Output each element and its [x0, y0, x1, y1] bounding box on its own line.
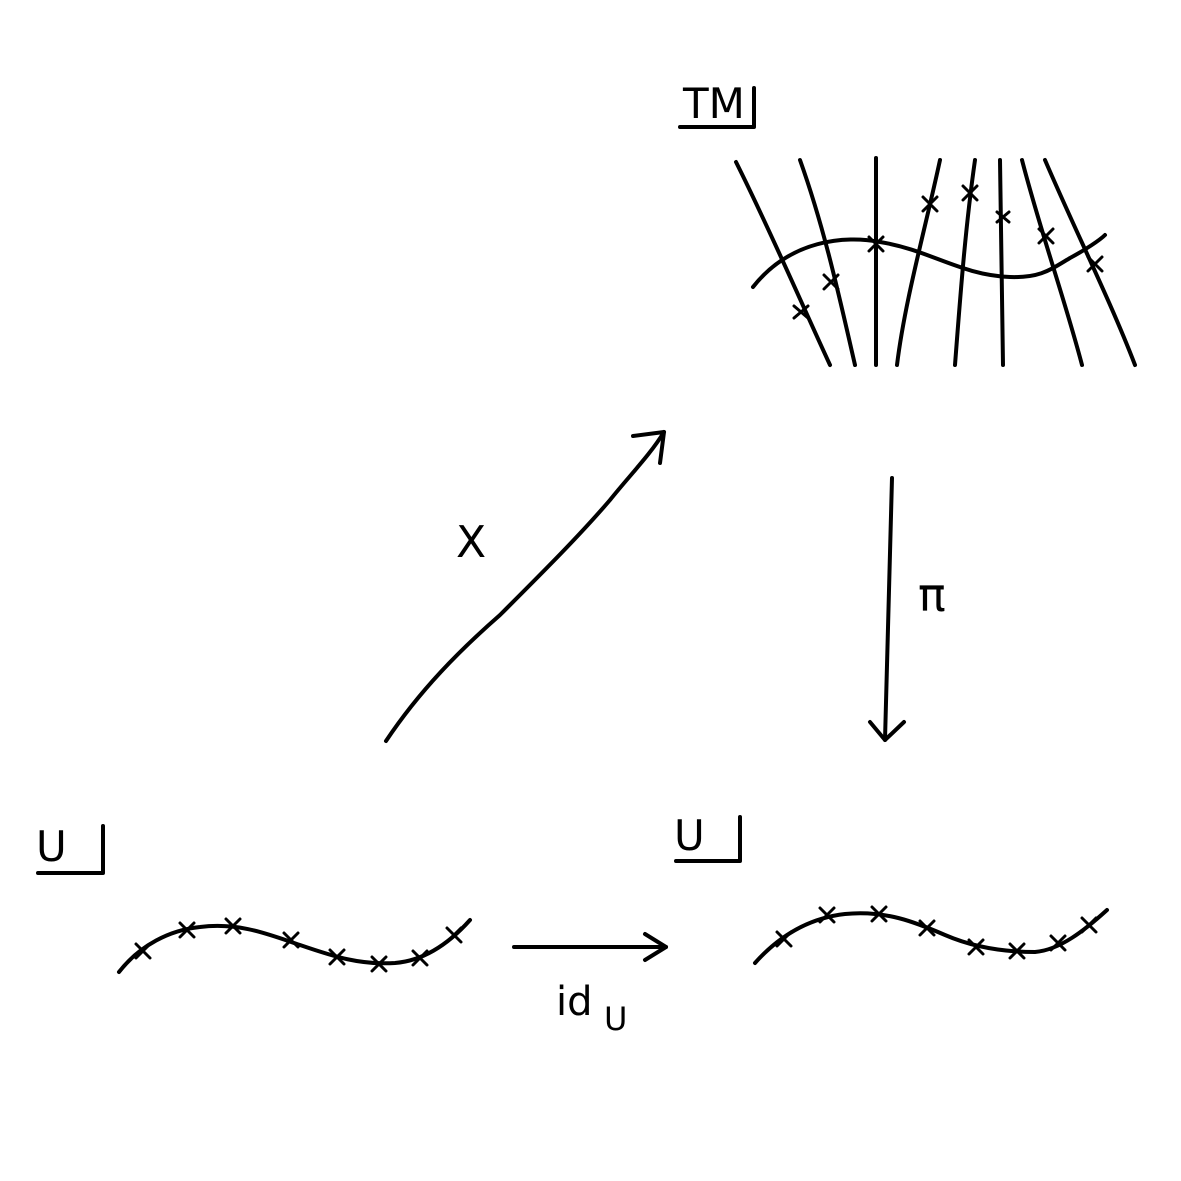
left-u-label: U: [36, 822, 105, 875]
identity-arrow-subscript: U: [604, 1000, 627, 1038]
tm-label: TM: [678, 79, 756, 129]
tm-label-text: TM: [682, 79, 745, 128]
left-mark-5: [328, 948, 346, 966]
section-arrow-label: X: [456, 517, 486, 568]
right-u-label-corner: [674, 815, 742, 863]
identity-arrow-head: [643, 932, 668, 962]
projection-arrow-label: π: [918, 568, 946, 622]
right-mark-6: [1008, 942, 1026, 960]
identity-arrow: id U: [512, 932, 668, 1038]
tangent-bundle-fibers: [734, 156, 1137, 367]
right-mark-5: [967, 938, 985, 956]
right-mark-4: [918, 919, 936, 937]
projection-arrow: π: [868, 476, 946, 742]
fiber-8: [1043, 158, 1137, 367]
left-mark-3: [224, 917, 242, 935]
fiber-7: [1020, 158, 1084, 367]
right-u-curve-path: [753, 908, 1109, 965]
section-arrow-head: [631, 430, 666, 465]
left-mark-8: [445, 926, 463, 944]
left-u-label-corner: [36, 824, 105, 875]
vector-mark-2: [822, 273, 840, 291]
fiber-5: [953, 158, 977, 367]
right-mark-7: [1049, 934, 1067, 952]
fiber-6: [998, 158, 1005, 367]
right-u-curve: [753, 905, 1109, 965]
right-mark-2: [818, 906, 836, 924]
left-mark-2: [178, 921, 196, 939]
left-mark-7: [411, 949, 429, 967]
tm-vector-marks: [792, 184, 1104, 320]
projection-arrow-head: [868, 720, 906, 742]
tm-label-corner: [678, 86, 756, 129]
left-mark-4: [282, 931, 300, 949]
section-arrow: X: [384, 430, 666, 743]
right-mark-8: [1080, 916, 1098, 934]
fiber-2: [798, 158, 857, 367]
section-arrow-shaft: [384, 430, 666, 743]
tm-section-curve: [751, 233, 1107, 289]
vector-mark-7: [1037, 227, 1055, 245]
fiber-4: [895, 158, 942, 367]
vector-mark-4: [921, 195, 939, 213]
left-mark-6: [370, 955, 388, 973]
left-mark-1: [134, 942, 152, 960]
identity-arrow-label: id: [556, 979, 593, 1025]
projection-arrow-shaft: [883, 476, 894, 742]
vector-mark-1: [792, 304, 810, 320]
right-mark-3: [870, 905, 888, 923]
fiber-1: [734, 160, 832, 367]
left-u-curve: [117, 917, 472, 974]
vector-mark-3: [867, 235, 885, 253]
right-u-label-text: U: [674, 811, 705, 860]
vector-mark-8: [1086, 255, 1104, 273]
left-u-curve-path: [117, 918, 472, 974]
left-u-label-text: U: [36, 822, 67, 871]
vector-mark-6: [995, 210, 1011, 224]
vector-mark-5: [961, 184, 979, 202]
right-u-label: U: [674, 811, 742, 863]
right-mark-1: [775, 930, 793, 948]
